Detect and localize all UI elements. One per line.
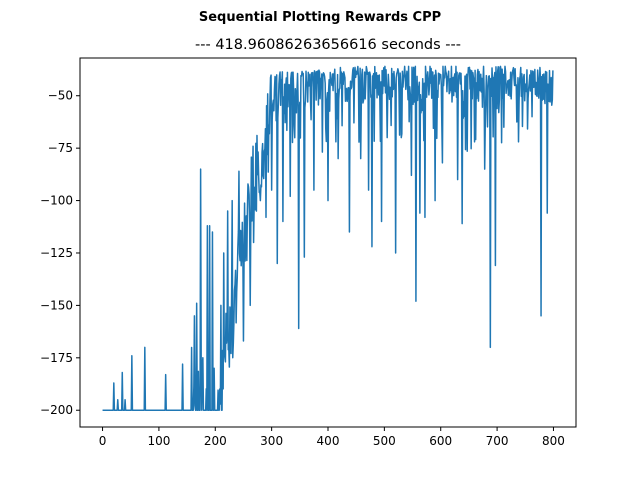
x-tick-label: 0 — [99, 434, 107, 448]
y-tick-label: −200 — [40, 403, 73, 417]
y-tick-label: −125 — [40, 246, 73, 260]
x-tick-label: 600 — [429, 434, 452, 448]
x-tick-label: 200 — [204, 434, 227, 448]
y-tick-label: −75 — [48, 141, 73, 155]
x-axis-ticks: 0 100 200 300 400 500 600 700 800 — [99, 427, 565, 448]
axes-frame — [79, 57, 577, 428]
y-tick-label: −175 — [40, 351, 73, 365]
x-tick-label: 100 — [147, 434, 170, 448]
y-tick-label: −50 — [48, 89, 73, 103]
chart-title: --- 418.96086263656616 seconds --- — [195, 37, 461, 53]
x-tick-label: 400 — [317, 434, 340, 448]
y-tick-label: −150 — [40, 298, 73, 312]
y-tick-label: −100 — [40, 194, 73, 208]
chart-suptitle: Sequential Plotting Rewards CPP — [199, 10, 441, 25]
y-axis-ticks: −200 −175 −150 −125 −100 −75 −50 — [40, 89, 80, 417]
x-tick-label: 500 — [373, 434, 396, 448]
rewards-series-line — [102, 65, 554, 411]
x-tick-label: 300 — [260, 434, 283, 448]
x-tick-label: 700 — [486, 434, 509, 448]
x-tick-label: 800 — [542, 434, 565, 448]
plot-series-group — [102, 65, 554, 411]
